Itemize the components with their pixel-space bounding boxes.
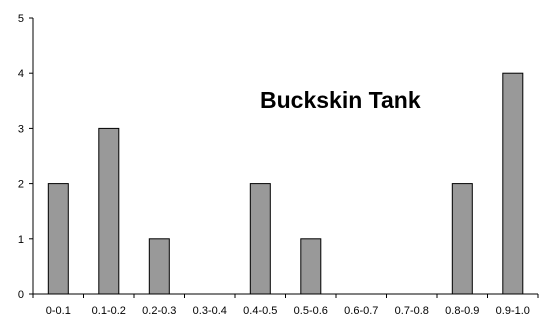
y-tick-label: 1 [18,234,24,246]
bar [249,183,271,295]
x-tick-label: 0.6-0.7 [344,305,378,317]
bar [502,72,524,295]
bar [47,183,69,295]
x-tick-label: 0.4-0.5 [243,305,277,317]
x-tick-label: 0.9-1.0 [496,305,530,317]
chart-title: Buckskin Tank [260,87,421,113]
bar [451,183,473,295]
plot-area: 0 1 2 3 4 5 0-0.1 0.1-0.2 0.2-0.3 0.3-0.4 0.4-0.5 0… [18,13,539,317]
bar [98,127,120,295]
x-tick-label: 0.1-0.2 [92,305,126,317]
y-tick-label: 3 [18,123,24,135]
x-tick-label: 0.2-0.3 [142,305,176,317]
x-tick-label: 0.7-0.8 [395,305,429,317]
y-tick-label: 0 [18,289,24,301]
x-tick-label: 0.8-0.9 [445,305,479,317]
y-tick-label: 5 [18,13,24,25]
bar [148,238,170,295]
y-tick-label: 4 [18,68,24,80]
x-tick-label: 0-0.1 [46,305,71,317]
x-tick-label: 0.5-0.6 [294,305,328,317]
bar [300,238,322,295]
y-tick-label: 2 [18,179,24,191]
x-tick-label: 0.3-0.4 [193,305,227,317]
